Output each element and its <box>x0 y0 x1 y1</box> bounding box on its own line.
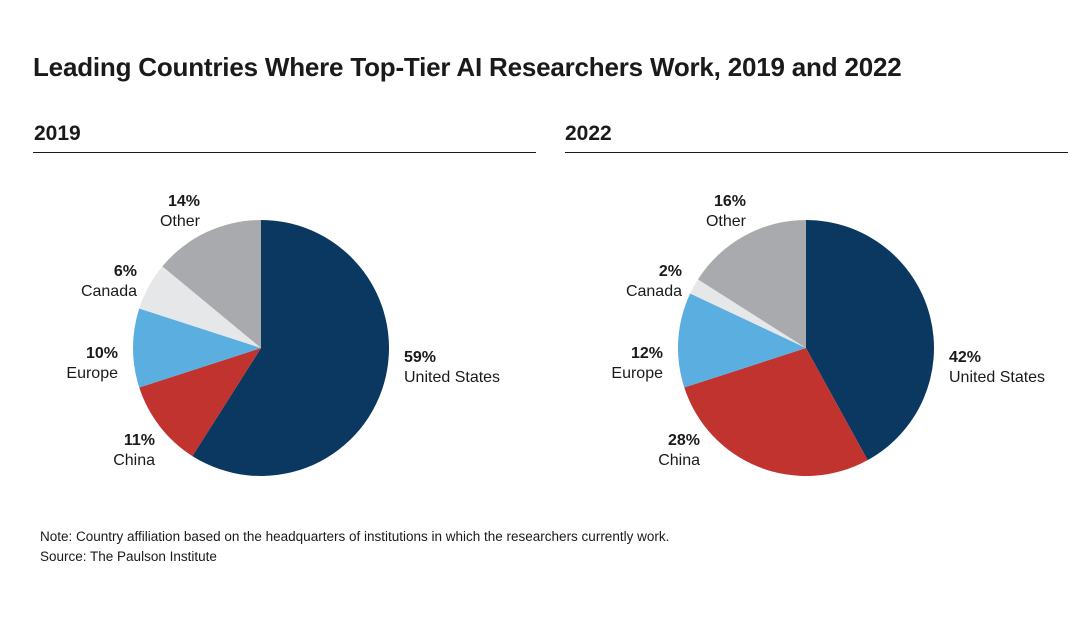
pie-slice-2019-canada <box>139 266 261 348</box>
slice-percent: 12% <box>631 345 663 362</box>
slice-category: China <box>658 452 700 469</box>
pie-slice-2019-other <box>162 219 261 348</box>
slice-label-2019-other: 14% Other <box>160 193 201 230</box>
slice-label-2019-united-states: 59% United States <box>404 349 500 386</box>
slice-label-2019-canada: 6% Canada <box>81 263 137 300</box>
chart-title: Leading Countries Where Top-Tier AI Rese… <box>33 52 902 82</box>
slice-label-2022-china: 28% China <box>658 432 700 469</box>
slice-label-2022-other: 16% Other <box>706 193 747 230</box>
slice-category: Other <box>706 213 747 230</box>
pie-slice-2022-other <box>697 220 806 348</box>
slice-label-2022-europe: 12% Europe <box>611 345 663 382</box>
slice-category: Canada <box>81 283 137 300</box>
slice-category: China <box>113 452 155 469</box>
slice-label-2019-china: 11% China <box>113 432 155 469</box>
slice-category: United States <box>404 369 500 386</box>
slice-percent: 14% <box>168 193 200 210</box>
chart-footnote: Note: Country affiliation based on the h… <box>40 527 669 567</box>
pie-slice-2022-canada <box>690 279 806 348</box>
slice-category: Other <box>160 213 201 230</box>
slice-percent: 59% <box>404 349 436 366</box>
slice-percent: 11% <box>124 432 155 449</box>
slice-percent: 42% <box>949 349 981 366</box>
slice-category: Europe <box>611 365 663 382</box>
panel-rule-2019 <box>33 152 536 153</box>
panel-title-2022: 2022 <box>565 122 612 145</box>
slice-label-2022-united-states: 42% United States <box>949 349 1045 386</box>
pie-slice-2019-united-states <box>192 220 390 477</box>
slice-category: Europe <box>66 365 118 382</box>
pie-slice-2019-europe <box>132 308 261 388</box>
slice-percent: 10% <box>86 345 118 362</box>
slice-percent: 2% <box>659 263 682 280</box>
slice-label-2019-europe: 10% Europe <box>66 345 118 382</box>
slice-percent: 16% <box>714 193 746 210</box>
source-text: Source: The Paulson Institute <box>40 549 217 564</box>
pie-slice-2022-china <box>684 348 868 477</box>
slice-category: Canada <box>626 283 682 300</box>
slice-percent: 28% <box>668 432 700 449</box>
pie-slice-2022-united-states <box>806 220 935 461</box>
slice-label-2022-canada: 2% Canada <box>626 263 682 300</box>
pie-slice-2022-europe <box>677 293 806 388</box>
slice-category: United States <box>949 369 1045 386</box>
panel-rule-2022 <box>565 152 1068 153</box>
slice-percent: 6% <box>114 263 137 280</box>
note-text: Note: Country affiliation based on the h… <box>40 529 670 544</box>
pie-slice-2019-china <box>139 348 261 457</box>
panel-title-2019: 2019 <box>34 122 81 145</box>
